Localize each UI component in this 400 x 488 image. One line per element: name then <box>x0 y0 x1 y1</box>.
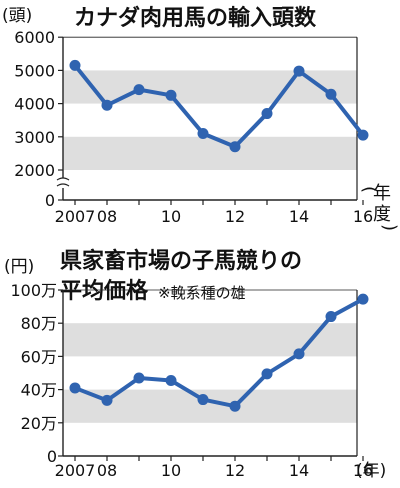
chart2-y-tick-label: 0 <box>47 447 57 466</box>
chart1-point <box>69 59 81 71</box>
chart1-y-tick-label: 3000 <box>14 128 55 147</box>
chart1-point <box>229 141 241 153</box>
chart1-bands <box>63 70 357 170</box>
chart1-x-tick-label: 12 <box>225 207 245 226</box>
chart2-point <box>133 372 145 384</box>
chart1-y-tick-label: 5000 <box>14 61 55 80</box>
chart2-y-ticks: 0 20万 40万 60万 80万 100万 <box>10 281 63 466</box>
chart1-y-tick-label: 6000 <box>14 28 55 47</box>
chart1-point <box>197 127 209 139</box>
chart2-series <box>69 293 369 412</box>
chart1-title: カナダ肉用馬の輸入頭数 <box>74 5 317 31</box>
chart2-y-tick-label: 40万 <box>21 381 57 400</box>
chart2-band <box>63 389 357 423</box>
chart1-ylabel: (頭) <box>2 6 32 26</box>
chart1-band <box>63 136 357 170</box>
chart1-series <box>69 59 369 153</box>
chart1-x-tick-label: 08 <box>97 207 117 226</box>
chart2-axes <box>62 289 358 457</box>
chart1-point <box>325 88 337 100</box>
chart1-xlabel-open: ( <box>359 186 380 193</box>
chart1-y-tick-label: 0 <box>45 191 55 210</box>
chart1-y-tick-label: 2000 <box>14 161 55 180</box>
chart1-x-tick-label: 16 <box>353 207 373 226</box>
chart2-title-line1: 県家畜市場の子馬競りの <box>60 248 302 274</box>
chart1-axes <box>56 36 358 201</box>
chart2-xlabel: (年) <box>356 461 386 481</box>
import-count-chart: (頭) カナダ肉用馬の輸入頭数 0 2000 3000 4000 5000 6000 20… <box>2 5 400 231</box>
chart2-y-tick-label: 60万 <box>21 347 57 366</box>
chart1-point <box>101 99 113 111</box>
chart2-note: ※輓系種の雄 <box>158 284 246 302</box>
chart1-xlabel-char2: 度 <box>373 204 391 225</box>
chart1-point <box>133 84 145 96</box>
chart1-point <box>357 129 369 141</box>
chart2-line <box>74 297 364 409</box>
chart1-line <box>73 64 365 149</box>
chart2-y-tick-label: 80万 <box>21 314 57 333</box>
chart1-xlabel-close: ) <box>379 224 400 231</box>
chart2-point <box>165 374 177 386</box>
chart1-band <box>63 70 357 104</box>
chart2-point <box>69 382 81 394</box>
chart2-ylabel: (円) <box>4 257 34 277</box>
chart2-point <box>357 293 369 305</box>
chart1-x-tick-label: 14 <box>289 207 309 226</box>
chart2-title-line2: 平均価格 <box>60 278 149 304</box>
chart2-point <box>261 368 273 380</box>
foal-price-chart: 県家畜市場の子馬競りの 平均価格 ※輓系種の雄 (円) 0 20万 40万 60万 80… <box>4 248 386 481</box>
chart2-point <box>293 348 305 360</box>
chart2-y-tick-label: 20万 <box>21 414 57 433</box>
chart2-x-tick-label: 14 <box>289 461 309 480</box>
chart2-x-tick-label: 16 <box>353 461 373 480</box>
chart2-x-ticks: 2007 08 10 12 14 16 <box>55 456 373 480</box>
chart2-x-tick-label: 08 <box>97 461 117 480</box>
chart1-x-tick-label: 2007 <box>55 207 96 226</box>
chart1-point <box>261 108 273 120</box>
chart1-point <box>165 89 177 101</box>
chart2-point <box>229 400 241 412</box>
chart1-axis-break <box>56 177 70 187</box>
chart1-y-ticks: 0 2000 3000 4000 5000 6000 <box>14 28 63 210</box>
chart2-y-tick-label: 100万 <box>10 281 57 300</box>
chart2-point <box>325 311 337 323</box>
chart1-point <box>293 65 305 77</box>
chart2-point <box>101 394 113 406</box>
chart2-x-tick-label: 12 <box>225 461 245 480</box>
chart2-x-tick-label: 10 <box>161 461 181 480</box>
chart1-xlabel-char1: 年 <box>373 183 391 204</box>
chart2-band <box>63 323 357 357</box>
chart2-point <box>197 394 209 406</box>
chart2-x-tick-label: 2007 <box>55 461 96 480</box>
chart1-x-ticks: 2007 08 10 12 14 16 <box>55 200 373 226</box>
chart1-x-tick-label: 10 <box>161 207 181 226</box>
chart1-y-tick-label: 4000 <box>14 95 55 114</box>
